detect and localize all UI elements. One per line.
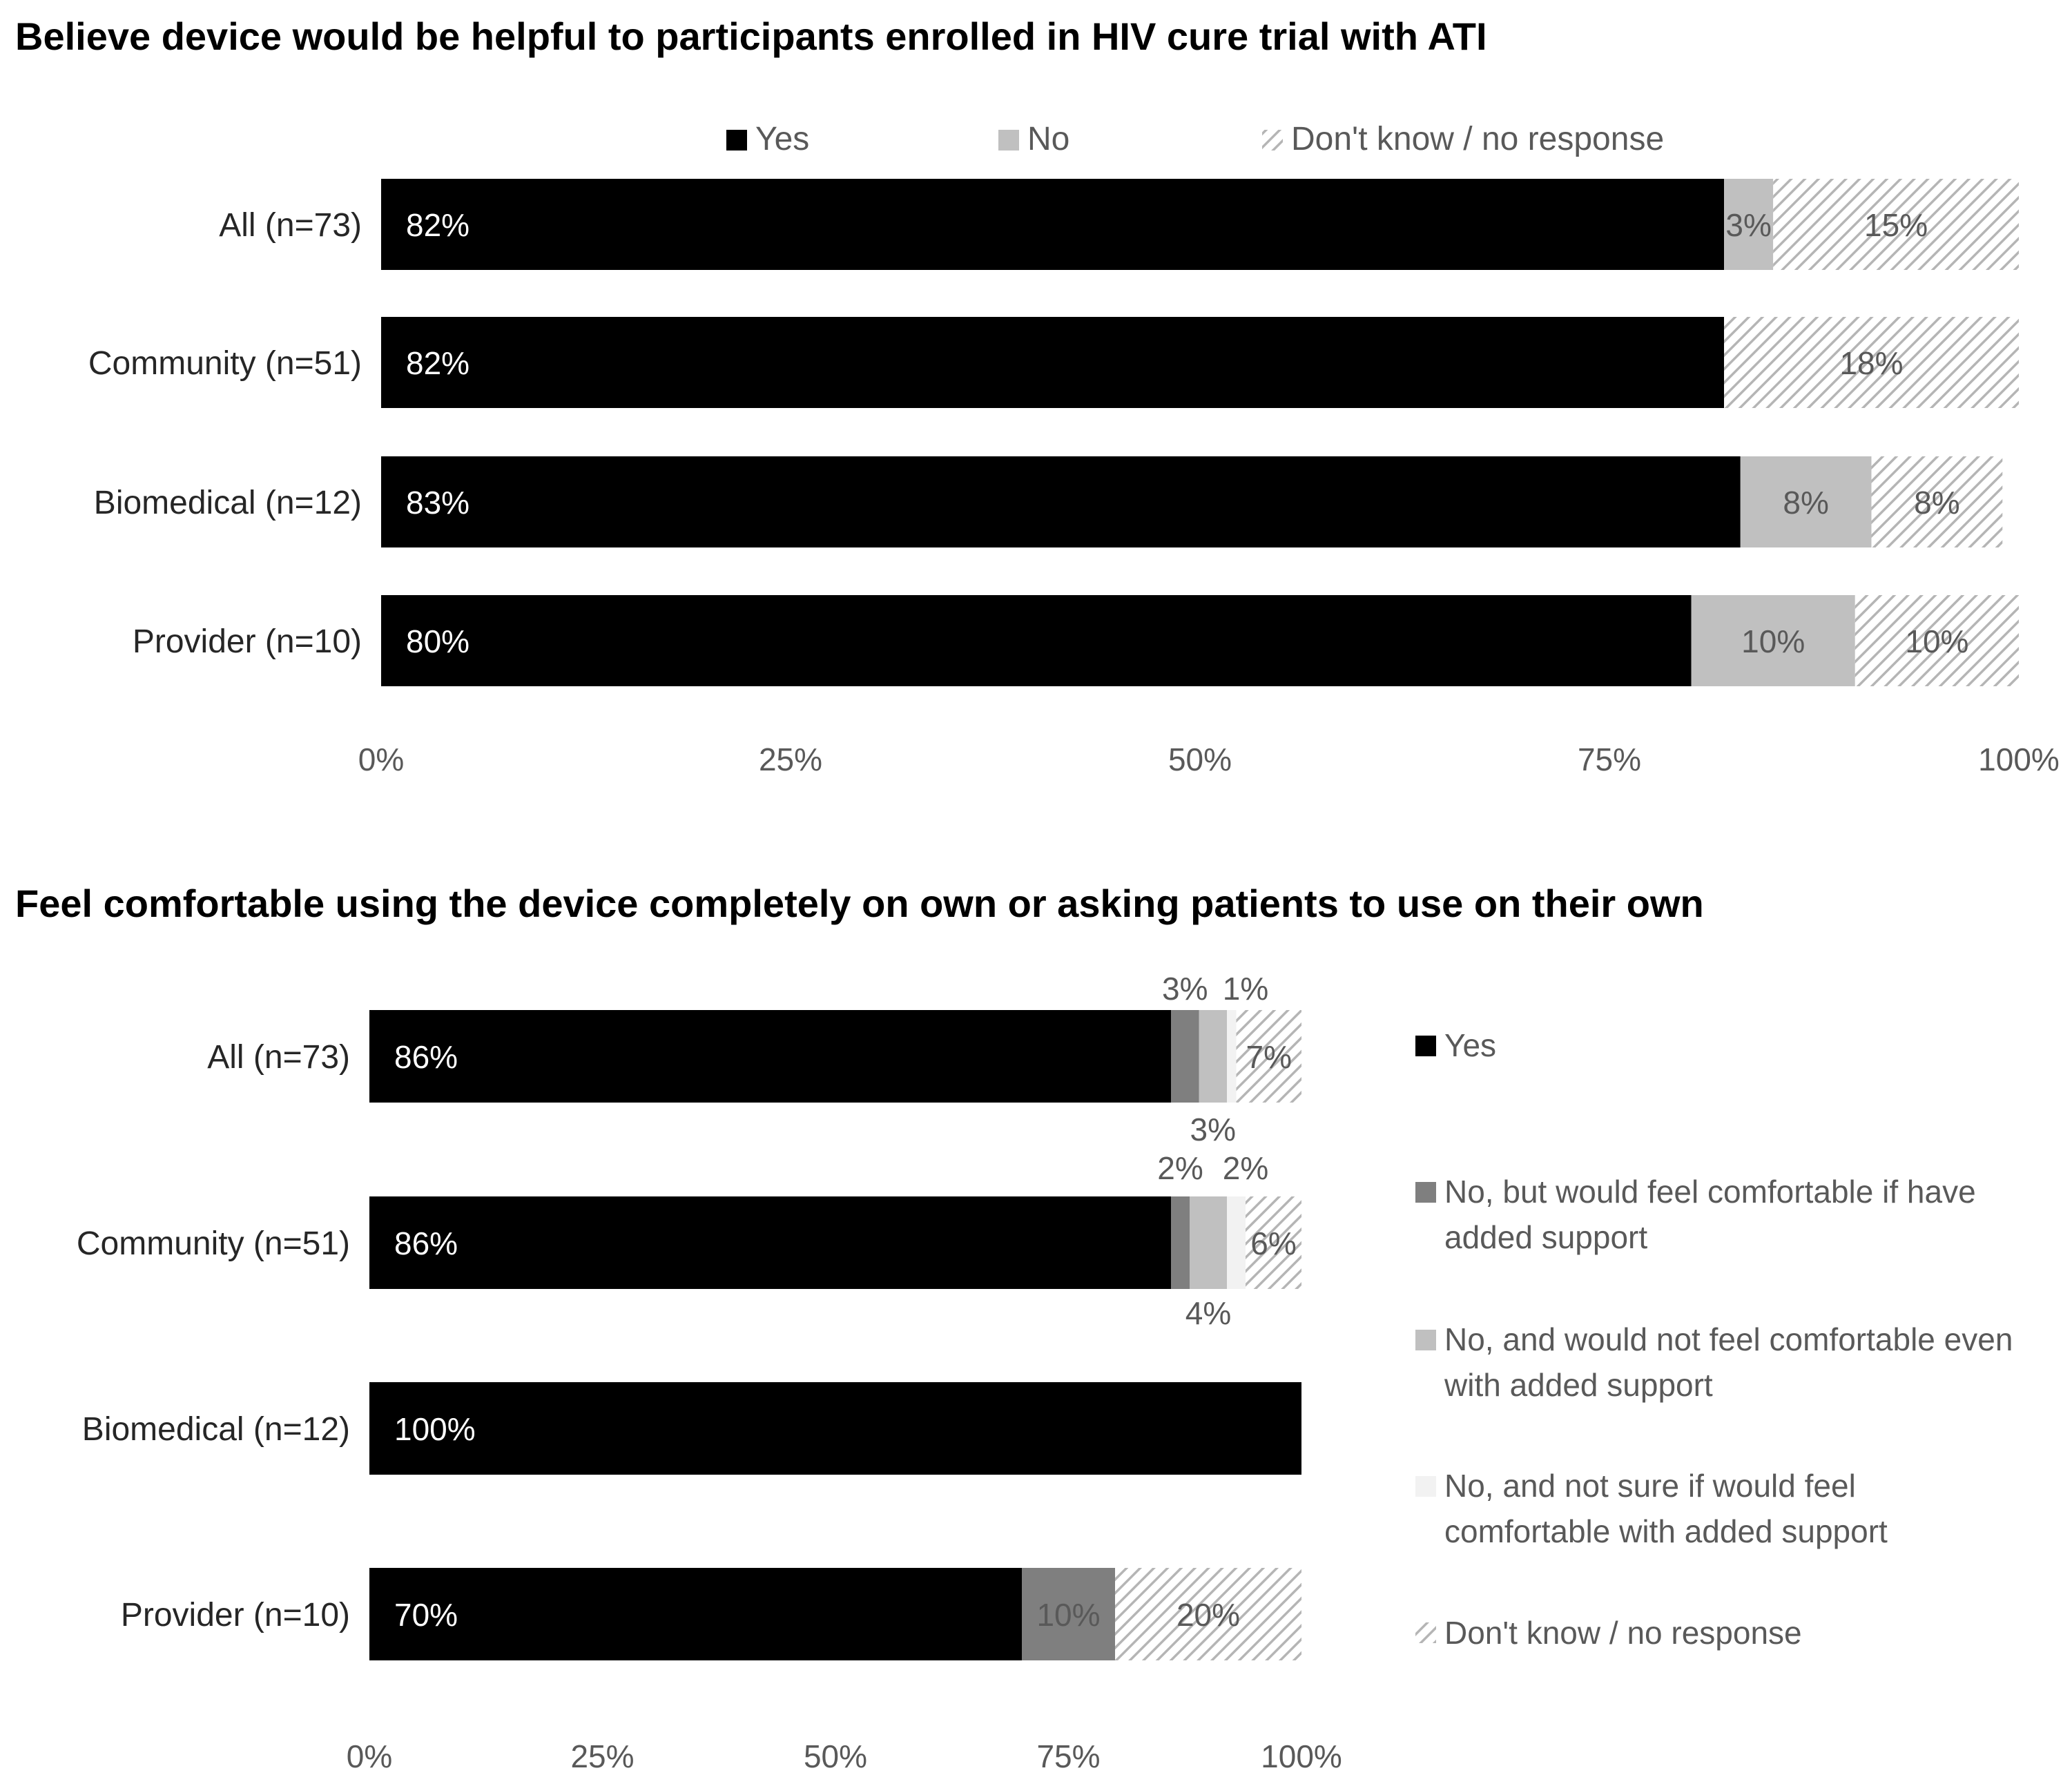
chart1-bar-don-t-know-no-response <box>1773 179 2019 270</box>
chart1-x-tick-label: 100% <box>1978 741 2060 777</box>
chart2-legend-swatch-dontknow <box>1415 1622 1436 1643</box>
chart2-legend-swatch-no-would-with-support <box>1415 1182 1436 1203</box>
chart2-category-label: Community (n=51) <box>77 1225 350 1262</box>
chart1-data-label: 82% <box>406 207 469 243</box>
chart2-bar-no-and-not-sure-if-would-feel-comfortable-with-added-support <box>1227 1196 1246 1289</box>
chart2-data-label: 2% <box>1223 1150 1268 1186</box>
chart2-bar-yes <box>369 1196 1171 1289</box>
chart1-legend-swatch-dontknow <box>1262 130 1283 151</box>
chart2-x-tick-label: 50% <box>804 1738 867 1774</box>
chart2-data-label: 3% <box>1162 971 1208 1007</box>
chart1-bar-no <box>1724 179 1774 270</box>
chart2-data-label: 20% <box>1177 1597 1240 1633</box>
chart2-legend-label-dontknow: Don't know / no response <box>1444 1615 1802 1651</box>
chart2-data-label: 86% <box>394 1039 458 1075</box>
chart2-bar-don-t-know-no-response <box>1246 1196 1301 1289</box>
chart1-legend-label-dontknow: Don't know / no response <box>1291 121 1664 157</box>
chart2-data-label: 7% <box>1246 1039 1292 1075</box>
chart2-x-tick-label: 0% <box>347 1738 392 1774</box>
chart1-bar-no <box>1740 456 1872 547</box>
chart1-bar-no <box>1691 595 1855 686</box>
chart2-legend-label-yes: Yes <box>1444 1027 1496 1063</box>
chart2-data-label: 86% <box>394 1225 458 1261</box>
chart2-legend-swatch-no-would-not <box>1415 1330 1436 1350</box>
chart2-data-label: 1% <box>1223 971 1268 1007</box>
chart2-bar-no-but-would-feel-comfortable-if-have-added-support <box>1171 1010 1199 1103</box>
chart2-category-labels: All (n=73) Community (n=51) Biomedical (n=… <box>77 1039 350 1633</box>
chart1-x-tick-label: 75% <box>1578 741 1641 777</box>
chart2-data-label: 70% <box>394 1597 458 1633</box>
chart1-data-label: 10% <box>1905 623 1968 659</box>
chart1-data-label: 10% <box>1741 623 1805 659</box>
chart2-bar-no-and-would-not-feel-comfortable-even-with-added-support <box>1199 1010 1227 1103</box>
chart2-legend-label-no-not-sure: No, and not sure if would feel comfortabl… <box>1444 1468 1888 1549</box>
chart2-legend-label-no-would-not: No, and would not feel comfortable even w… <box>1444 1321 2013 1403</box>
chart2-bar-no-and-would-not-feel-comfortable-even-with-added-support <box>1190 1196 1227 1289</box>
chart2-data-label: 10% <box>1036 1597 1100 1633</box>
chart1-data-label: 8% <box>1914 485 1959 521</box>
chart1-data-label: 80% <box>406 623 469 659</box>
chart1-category-label: Biomedical (n=12) <box>94 485 362 521</box>
chart1-legend-label-no: No <box>1027 121 1069 157</box>
chart2-legend-swatch-yes <box>1415 1036 1436 1056</box>
chart2-data-label: 3% <box>1190 1112 1236 1147</box>
chart1-legend-swatch-yes <box>726 130 747 151</box>
chart1-bar-yes <box>381 179 1725 270</box>
chart2-legend-swatch-no-not-sure <box>1415 1476 1436 1497</box>
chart2-x-tick-label: 25% <box>570 1738 634 1774</box>
chart2-x-ticks: 0% 25% 50% 75% 100% <box>347 1738 1342 1774</box>
chart1-category-label: Community (n=51) <box>88 345 362 382</box>
chart1-x-ticks: 0% 25% 50% 75% 100% <box>358 741 2060 777</box>
chart1-data-label: 8% <box>1783 485 1828 521</box>
chart2-category-label: Provider (n=10) <box>121 1597 350 1633</box>
chart2-data-label: 4% <box>1185 1295 1231 1331</box>
chart1-x-tick-label: 25% <box>759 741 822 777</box>
chart2-title: Feel comfortable using the device comple… <box>15 882 1704 925</box>
chart2-bar-yes <box>369 1568 1022 1660</box>
chart2-legend: Yes No, but would feel comfortable if ha… <box>1415 1027 2013 1651</box>
chart2-data-label: 2% <box>1157 1150 1203 1186</box>
chart1-bar-yes <box>381 456 1741 547</box>
chart1-bar-yes <box>381 595 1692 686</box>
chart2-bars: 86% 3% 3% 1% 7% 86% 2% 4% 2% 6% 100% 70% 10% 20% <box>369 971 1301 1660</box>
chart1-x-tick-label: 50% <box>1168 741 1232 777</box>
chart2-bar-don-t-know-no-response <box>1236 1010 1301 1103</box>
chart1-legend: Yes No Don't know / no response <box>726 121 1664 157</box>
chart1-category-label: Provider (n=10) <box>133 623 362 660</box>
chart1-data-label: 3% <box>1725 207 1771 243</box>
chart2-bar-no-but-would-feel-comfortable-if-have-added-support <box>1171 1196 1190 1289</box>
chart1-bar-don-t-know-no-response <box>1724 317 2019 408</box>
chart1-category-labels: All (n=73) Community (n=51) Biomedical (n=… <box>88 207 362 660</box>
chart1-bars: 82% 3% 15% 82% 18% 83% 8% 8% 80% 10% 10% <box>381 179 2019 686</box>
chart1-data-label: 15% <box>1864 207 1928 243</box>
chart1-bar-don-t-know-no-response <box>1871 456 2003 547</box>
chart2-bar-don-t-know-no-response <box>1115 1568 1301 1660</box>
chart2-legend-label-no-would-with-support: No, but would feel comfortable if have ad… <box>1444 1174 1976 1255</box>
chart2-bar-yes <box>369 1382 1301 1475</box>
chart2-category-label: All (n=73) <box>207 1039 350 1076</box>
chart1-data-label: 82% <box>406 345 469 381</box>
chart1-x-tick-label: 0% <box>358 741 404 777</box>
chart2-x-tick-label: 75% <box>1036 1738 1100 1774</box>
chart2-data-label: 100% <box>394 1411 476 1447</box>
chart1-data-label: 83% <box>406 485 469 521</box>
chart2-bar-yes <box>369 1010 1171 1103</box>
chart1-title: Believe device would be helpful to parti… <box>15 14 1487 58</box>
chart1-bar-don-t-know-no-response <box>1855 595 2019 686</box>
chart2-x-tick-label: 100% <box>1261 1738 1342 1774</box>
chart1-legend-label-yes: Yes <box>755 121 809 157</box>
chart1-data-label: 18% <box>1839 345 1903 381</box>
chart1-category-label: All (n=73) <box>219 207 362 244</box>
chart1-legend-swatch-no <box>998 130 1019 151</box>
chart2-category-label: Biomedical (n=12) <box>82 1411 350 1448</box>
chart2-bar-no-and-not-sure-if-would-feel-comfortable-with-added-support <box>1227 1010 1237 1103</box>
chart1-bar-yes <box>381 317 1725 408</box>
chart2-data-label: 6% <box>1250 1225 1296 1261</box>
chart2-bar-no-but-would-feel-comfortable-if-have-added-support <box>1022 1568 1115 1660</box>
